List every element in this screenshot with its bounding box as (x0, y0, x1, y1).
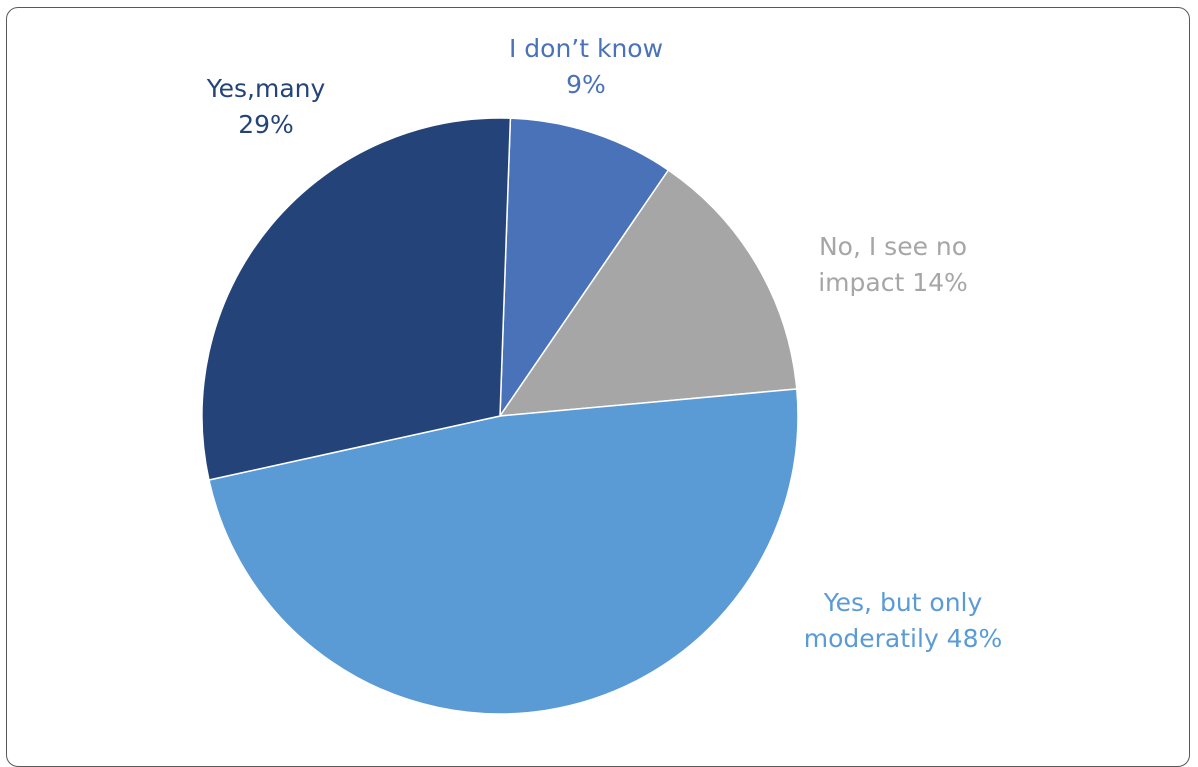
pie-slice-4 (201, 117, 512, 481)
slice-label-2-line-2: impact 14% (818, 268, 968, 297)
slice-label-1-line-2: 9% (566, 70, 606, 99)
slice-label-1-line-1: I don’t know (509, 34, 663, 63)
pie-slice-2 (498, 169, 798, 417)
slice-label-3-line-1: Yes, but only (823, 588, 983, 617)
slice-label-4-line-2: 29% (238, 110, 294, 139)
slice-label-2: No, I see no impact 14% (818, 232, 968, 297)
slice-label-3-line-2: moderatily 48% (804, 624, 1003, 653)
slice-label-2-line-1: No, I see no (819, 232, 967, 261)
slice-label-1: I don’t know 9% (509, 34, 663, 99)
slice-label-4-line-1: Yes,many (206, 74, 326, 103)
slice-label-4: Yes,many 29% (206, 74, 326, 139)
pie-labels: I don’t know 9% No, I see no impact 14% Yes,… (206, 34, 1003, 653)
pie-slice-3 (208, 388, 799, 715)
pie-slice-1 (499, 117, 670, 419)
pie-slices (201, 117, 799, 715)
pie-chart: I don’t know 9% No, I see no impact 14% Yes,… (201, 34, 1003, 715)
slice-label-3: Yes, but only moderatily 48% (804, 588, 1003, 653)
